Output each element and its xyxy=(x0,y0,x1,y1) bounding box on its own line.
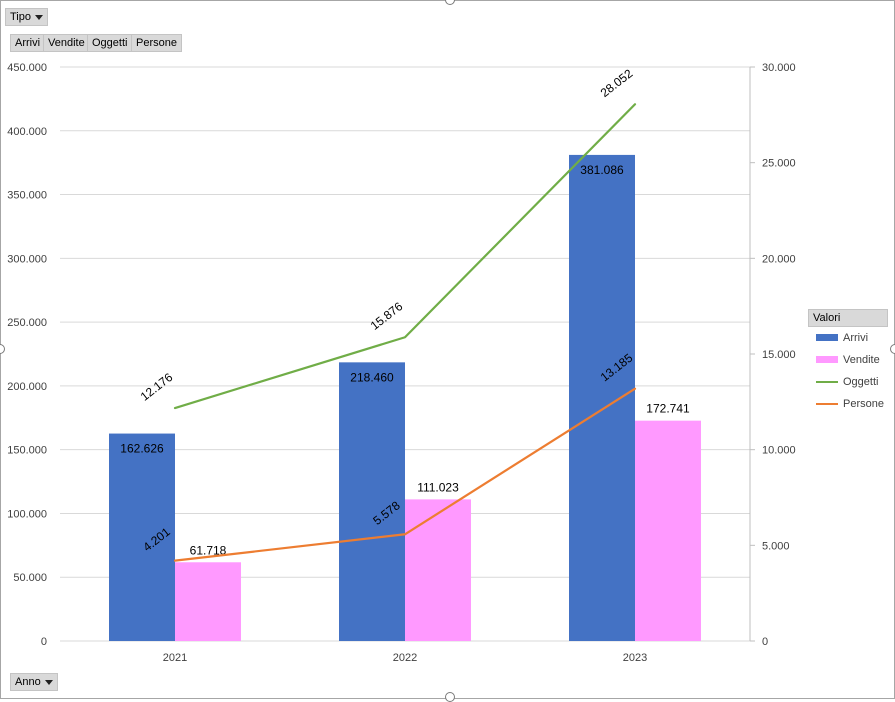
data-label-arrivi: 218.460 xyxy=(350,370,394,384)
series-field-label: Vendite xyxy=(48,37,85,49)
line-persone xyxy=(173,387,637,562)
legend-label: Vendite xyxy=(843,354,880,366)
series-field-label: Persone xyxy=(136,37,177,49)
legend-title: Valori xyxy=(808,309,888,327)
legend-item-vendite: Vendite xyxy=(808,349,888,371)
series-field-button-vendite[interactable]: Vendite xyxy=(43,34,90,52)
chevron-down-icon xyxy=(44,680,53,685)
legend-swatch-vendite xyxy=(816,356,838,363)
y-tick-label: 100.000 xyxy=(7,508,47,520)
data-label-arrivi: 162.626 xyxy=(120,442,164,456)
chevron-down-icon xyxy=(35,15,43,20)
y-tick-label: 400.000 xyxy=(7,126,47,138)
bar-arrivi xyxy=(339,362,405,641)
x-tick-label: 2022 xyxy=(393,652,417,664)
data-label-vendite: 111.023 xyxy=(417,480,459,494)
legend-item-oggetti: Oggetti xyxy=(808,371,888,393)
y2-tick-label: 0 xyxy=(762,636,768,648)
y2-tick-label: 15.000 xyxy=(762,349,796,361)
y-tick-label: 450.000 xyxy=(7,62,47,74)
axis-field-button[interactable]: Anno xyxy=(10,673,58,691)
page-filter-button[interactable]: Tipo xyxy=(5,8,48,26)
bar-vendite xyxy=(175,562,241,641)
y-tick-label: 50.000 xyxy=(13,572,47,584)
series-field-button-oggetti[interactable]: Oggetti xyxy=(87,34,133,52)
series-field-button-arrivi[interactable]: Arrivi xyxy=(10,34,46,52)
x-tick-label: 2023 xyxy=(623,652,647,664)
bar-vendite xyxy=(635,420,701,641)
data-label-oggetti: 15.876 xyxy=(368,299,406,333)
series-field-label: Arrivi xyxy=(15,37,41,49)
resize-handle-right[interactable] xyxy=(890,344,895,354)
y2-tick-label: 10.000 xyxy=(762,445,796,457)
data-label-vendite: 172.741 xyxy=(646,402,690,416)
data-label-arrivi: 381.086 xyxy=(580,163,624,177)
y2-tick-label: 25.000 xyxy=(762,158,796,170)
y-tick-label: 200.000 xyxy=(7,381,47,393)
axis-field-label: Anno xyxy=(15,676,41,688)
y2-tick-label: 20.000 xyxy=(762,253,796,265)
legend-swatch-arrivi xyxy=(816,334,838,341)
data-label-vendite: 61.718 xyxy=(190,543,227,557)
page-filter-label: Tipo xyxy=(10,11,31,23)
series-field-label: Oggetti xyxy=(92,37,128,49)
legend-label: Oggetti xyxy=(843,376,879,388)
y2-tick-label: 5.000 xyxy=(762,540,790,552)
y-tick-label: 0 xyxy=(41,636,47,648)
y-tick-label: 300.000 xyxy=(7,253,47,265)
legend-item-arrivi: Arrivi xyxy=(808,327,888,349)
y2-tick-label: 30.000 xyxy=(762,62,796,74)
y-tick-label: 150.000 xyxy=(7,445,47,457)
y-tick-label: 250.000 xyxy=(7,317,47,329)
bar-vendite xyxy=(405,499,471,641)
legend-swatch-oggetti xyxy=(816,381,838,383)
bar-arrivi xyxy=(569,154,635,642)
legend-label: Persone xyxy=(843,398,884,410)
series-field-button-persone[interactable]: Persone xyxy=(131,34,182,52)
data-label-oggetti: 28.052 xyxy=(598,66,636,100)
line-oggetti xyxy=(173,103,637,410)
bar-arrivi xyxy=(109,433,175,641)
legend: Valori Arrivi Vendite Oggetti Persone xyxy=(808,309,888,415)
legend-swatch-persone xyxy=(816,403,838,405)
legend-label: Arrivi xyxy=(843,332,869,344)
data-label-oggetti: 12.176 xyxy=(138,370,176,404)
legend-item-persone: Persone xyxy=(808,393,888,415)
y-tick-label: 350.000 xyxy=(7,190,47,202)
x-tick-label: 2021 xyxy=(163,652,187,664)
